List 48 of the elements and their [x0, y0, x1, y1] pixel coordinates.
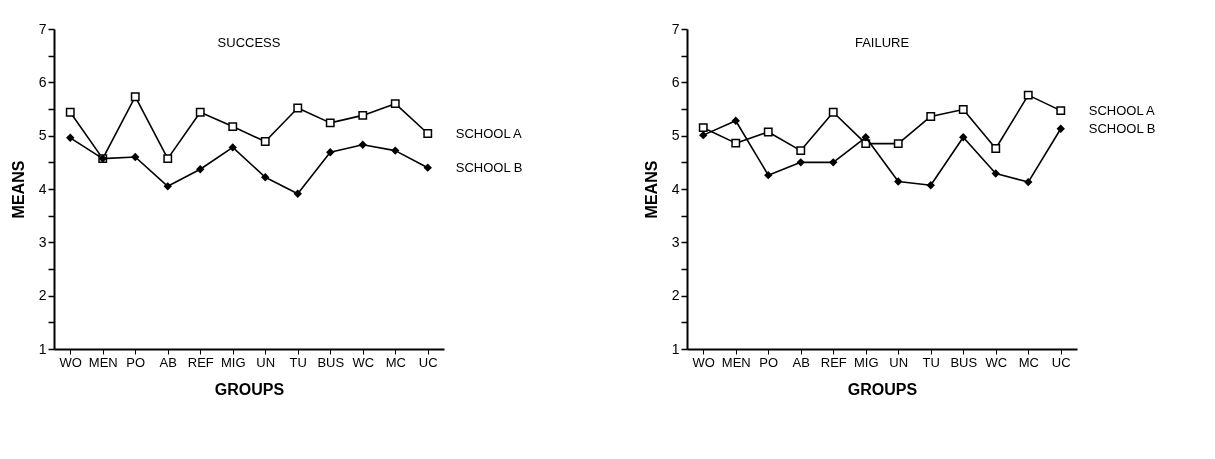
x-tick-label: WC	[985, 354, 1008, 370]
y-tick-label: 4	[38, 180, 47, 197]
y-tick-label: 6	[671, 73, 680, 90]
x-tick-label: REF	[187, 354, 214, 370]
x-tick-label: TU	[922, 354, 940, 370]
x-tick-label: BUS	[317, 354, 345, 370]
x-tick-label: UN	[256, 354, 276, 370]
y-axis-title: MEANS	[642, 160, 660, 219]
x-tick-label: MIG	[853, 354, 879, 370]
y-tick-label: 5	[38, 127, 47, 144]
y-tick-label: 1	[671, 340, 680, 357]
x-tick-label: UN	[889, 354, 909, 370]
x-tick-label: WC	[352, 354, 375, 370]
x-tick-label: PO	[759, 354, 779, 370]
y-tick-label: 1	[38, 340, 47, 357]
x-tick-label: PO	[126, 354, 146, 370]
x-axis-title: GROUPS	[214, 380, 285, 398]
x-tick-label: BUS	[950, 354, 978, 370]
x-tick-label: MIG	[220, 354, 246, 370]
y-tick-label: 5	[671, 127, 680, 144]
x-tick-label: WO	[692, 354, 715, 370]
y-axis-title: MEANS	[9, 160, 27, 219]
x-tick-label: REF	[820, 354, 847, 370]
x-tick-label: MC	[1018, 354, 1039, 370]
y-tick-label: 6	[38, 73, 47, 90]
x-axis-title: GROUPS	[847, 380, 918, 398]
x-tick-label: MC	[385, 354, 406, 370]
x-tick-label: AB	[159, 354, 177, 370]
text: FAILURE	[854, 35, 910, 50]
series-label: SCHOOL A	[1088, 102, 1156, 118]
y-tick-label: 3	[38, 233, 47, 250]
y-tick-label: 7	[38, 20, 47, 37]
x-tick-label: UC	[418, 354, 438, 370]
x-tick-label: UC	[1051, 354, 1071, 370]
x-tick-label: MEN	[88, 354, 118, 370]
x-tick-label: WO	[59, 354, 82, 370]
y-tick-label: 3	[671, 233, 680, 250]
x-tick-label: AB	[792, 354, 810, 370]
x-tick-label: MEN	[721, 354, 751, 370]
y-tick-label: 2	[671, 287, 680, 304]
y-tick-label: 7	[671, 20, 680, 37]
series-label: SCHOOL B	[1088, 120, 1156, 136]
y-tick-label: 2	[38, 287, 47, 304]
series-label: SCHOOL B	[455, 159, 523, 175]
y-tick-label: 4	[671, 180, 680, 197]
text: SUCCESS	[217, 35, 281, 50]
x-tick-label: TU	[289, 354, 307, 370]
series-label: SCHOOL A	[455, 125, 523, 141]
